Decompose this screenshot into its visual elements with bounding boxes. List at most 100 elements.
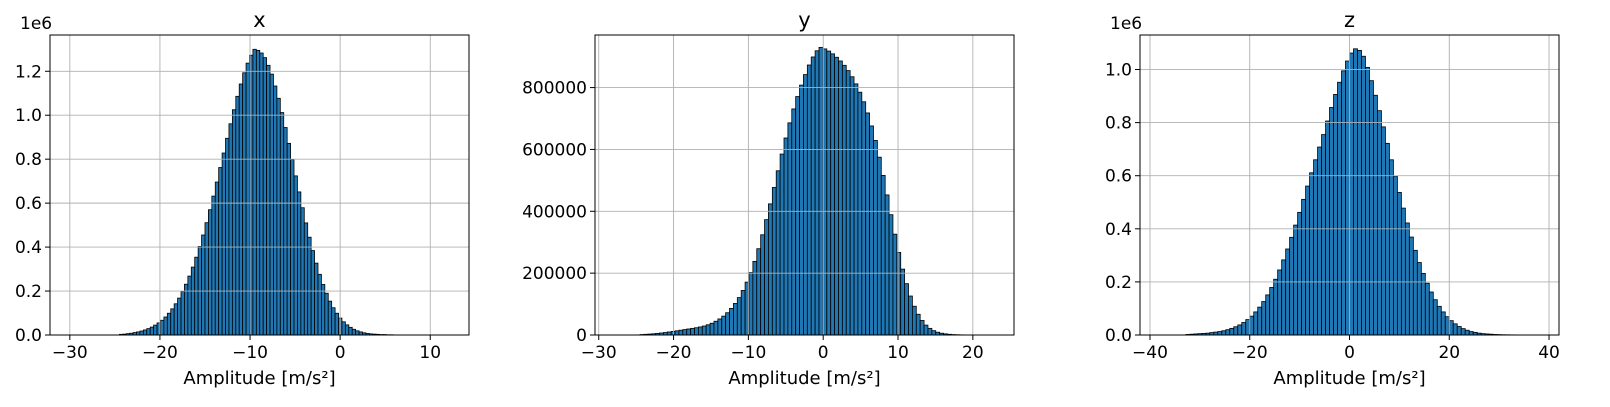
axes-frame <box>594 34 1015 336</box>
histogram-bar <box>830 53 835 336</box>
histogram-bar <box>1460 328 1466 336</box>
histogram-bar <box>163 316 168 336</box>
histogram-bar <box>919 320 925 336</box>
histogram-bar <box>1317 146 1322 336</box>
histogram-bar <box>1309 172 1314 336</box>
histogram-bar <box>1357 50 1362 336</box>
grid-lines <box>595 35 1014 336</box>
histogram-bar <box>1361 55 1366 336</box>
histogram-bar <box>211 195 216 336</box>
histogram-bar <box>324 292 329 336</box>
histogram-bar <box>262 57 268 336</box>
histogram-bar <box>214 181 220 336</box>
histogram-bar <box>180 291 185 336</box>
histogram-bar <box>327 300 333 336</box>
histogram-bar <box>814 50 820 336</box>
histogram-bar <box>255 49 261 336</box>
chart-title: y <box>798 8 810 32</box>
histogram-bar <box>355 330 360 336</box>
histogram-bar <box>1241 322 1247 336</box>
y-tick-label: 0.8 <box>15 150 42 170</box>
histogram-bar <box>1225 329 1231 336</box>
histogram-bar <box>149 326 155 336</box>
histogram-bar <box>1221 330 1227 336</box>
histogram-bar <box>1400 207 1406 336</box>
x-tick-label: −10 <box>232 343 268 363</box>
histogram-bar <box>1468 331 1474 336</box>
histogram-bar <box>1432 299 1438 336</box>
histogram-bar <box>235 95 240 336</box>
histogram-bar <box>713 320 719 336</box>
histogram-bar <box>880 175 886 336</box>
histogram-bar <box>884 194 890 336</box>
histogram-bar <box>1337 81 1342 336</box>
histogram-bar <box>1428 291 1434 336</box>
histogram-bar <box>1293 224 1299 336</box>
histogram-bar <box>341 321 346 336</box>
histogram-bar <box>690 327 695 336</box>
histogram-bar <box>1297 211 1303 336</box>
histogram-bar <box>853 83 859 336</box>
histogram-bar <box>242 72 247 336</box>
histogram-bar <box>1448 320 1454 336</box>
histogram-bar <box>1369 80 1374 336</box>
histogram-bar <box>911 305 917 336</box>
histogram-bar <box>682 329 688 336</box>
x-tick-label: −20 <box>656 343 692 363</box>
histogram-bar <box>1381 126 1386 336</box>
histogram-bar <box>1349 52 1354 336</box>
histogram-bar <box>717 318 723 336</box>
histogram-bar <box>678 329 684 336</box>
histogram-bar <box>348 326 353 336</box>
histogram-bar <box>674 330 680 336</box>
histogram-bar <box>927 327 933 336</box>
histogram-bar <box>221 152 226 336</box>
histogram-bar <box>1237 324 1243 336</box>
x-tick-label: −20 <box>142 343 178 363</box>
histogram-bar <box>228 123 233 336</box>
x-tick-label: 20 <box>1438 343 1460 363</box>
histogram-bar <box>170 308 175 336</box>
histogram-bar <box>915 313 921 336</box>
histogram-bar <box>857 91 863 336</box>
histogram-bar <box>259 52 264 336</box>
histogram-bar <box>865 112 870 336</box>
histogram-bar <box>869 125 874 336</box>
y-tick-label: 800000 <box>522 79 587 99</box>
y-tick-label: 0.6 <box>15 194 42 214</box>
histogram-bar <box>344 324 350 336</box>
histogram-bar <box>238 83 244 336</box>
histogram-bar <box>225 137 230 336</box>
histogram-bar <box>1265 294 1271 336</box>
histogram-bar <box>1416 262 1422 336</box>
histogram-bar <box>764 219 769 336</box>
x-axis-label: Amplitude [m/s²] <box>183 368 335 389</box>
histogram-bar <box>876 156 882 336</box>
histogram-bar <box>810 56 816 336</box>
histogram-bar <box>1257 306 1263 336</box>
y-tick-label: 0 <box>576 326 587 346</box>
x-tick-label: 10 <box>887 343 909 363</box>
histogram-bar <box>146 328 151 336</box>
histogram-bar <box>1329 107 1334 336</box>
histogram-bar <box>826 50 832 336</box>
histogram-bar <box>1305 185 1310 336</box>
y-offset-label: 1e6 <box>1110 14 1142 34</box>
histogram-bar <box>1321 134 1326 336</box>
y-tick-label: 0.2 <box>15 282 42 302</box>
histogram-bar <box>779 153 785 336</box>
x-tick-label: 40 <box>1538 343 1560 363</box>
x-tick-label: −30 <box>581 343 617 363</box>
y-tick-label: 0.4 <box>1105 220 1132 240</box>
histogram-bar <box>283 127 288 336</box>
x-tick-label: 20 <box>962 343 984 363</box>
histogram-bar <box>1373 94 1378 336</box>
histogram-bar <box>1408 236 1414 336</box>
histogram-bar <box>204 222 209 336</box>
histogram-bar <box>1253 311 1259 336</box>
histogram-bar <box>1269 287 1275 336</box>
y-tick-label: 600000 <box>522 140 587 160</box>
histogram-bars <box>118 48 394 336</box>
histogram-bar <box>1229 327 1235 336</box>
